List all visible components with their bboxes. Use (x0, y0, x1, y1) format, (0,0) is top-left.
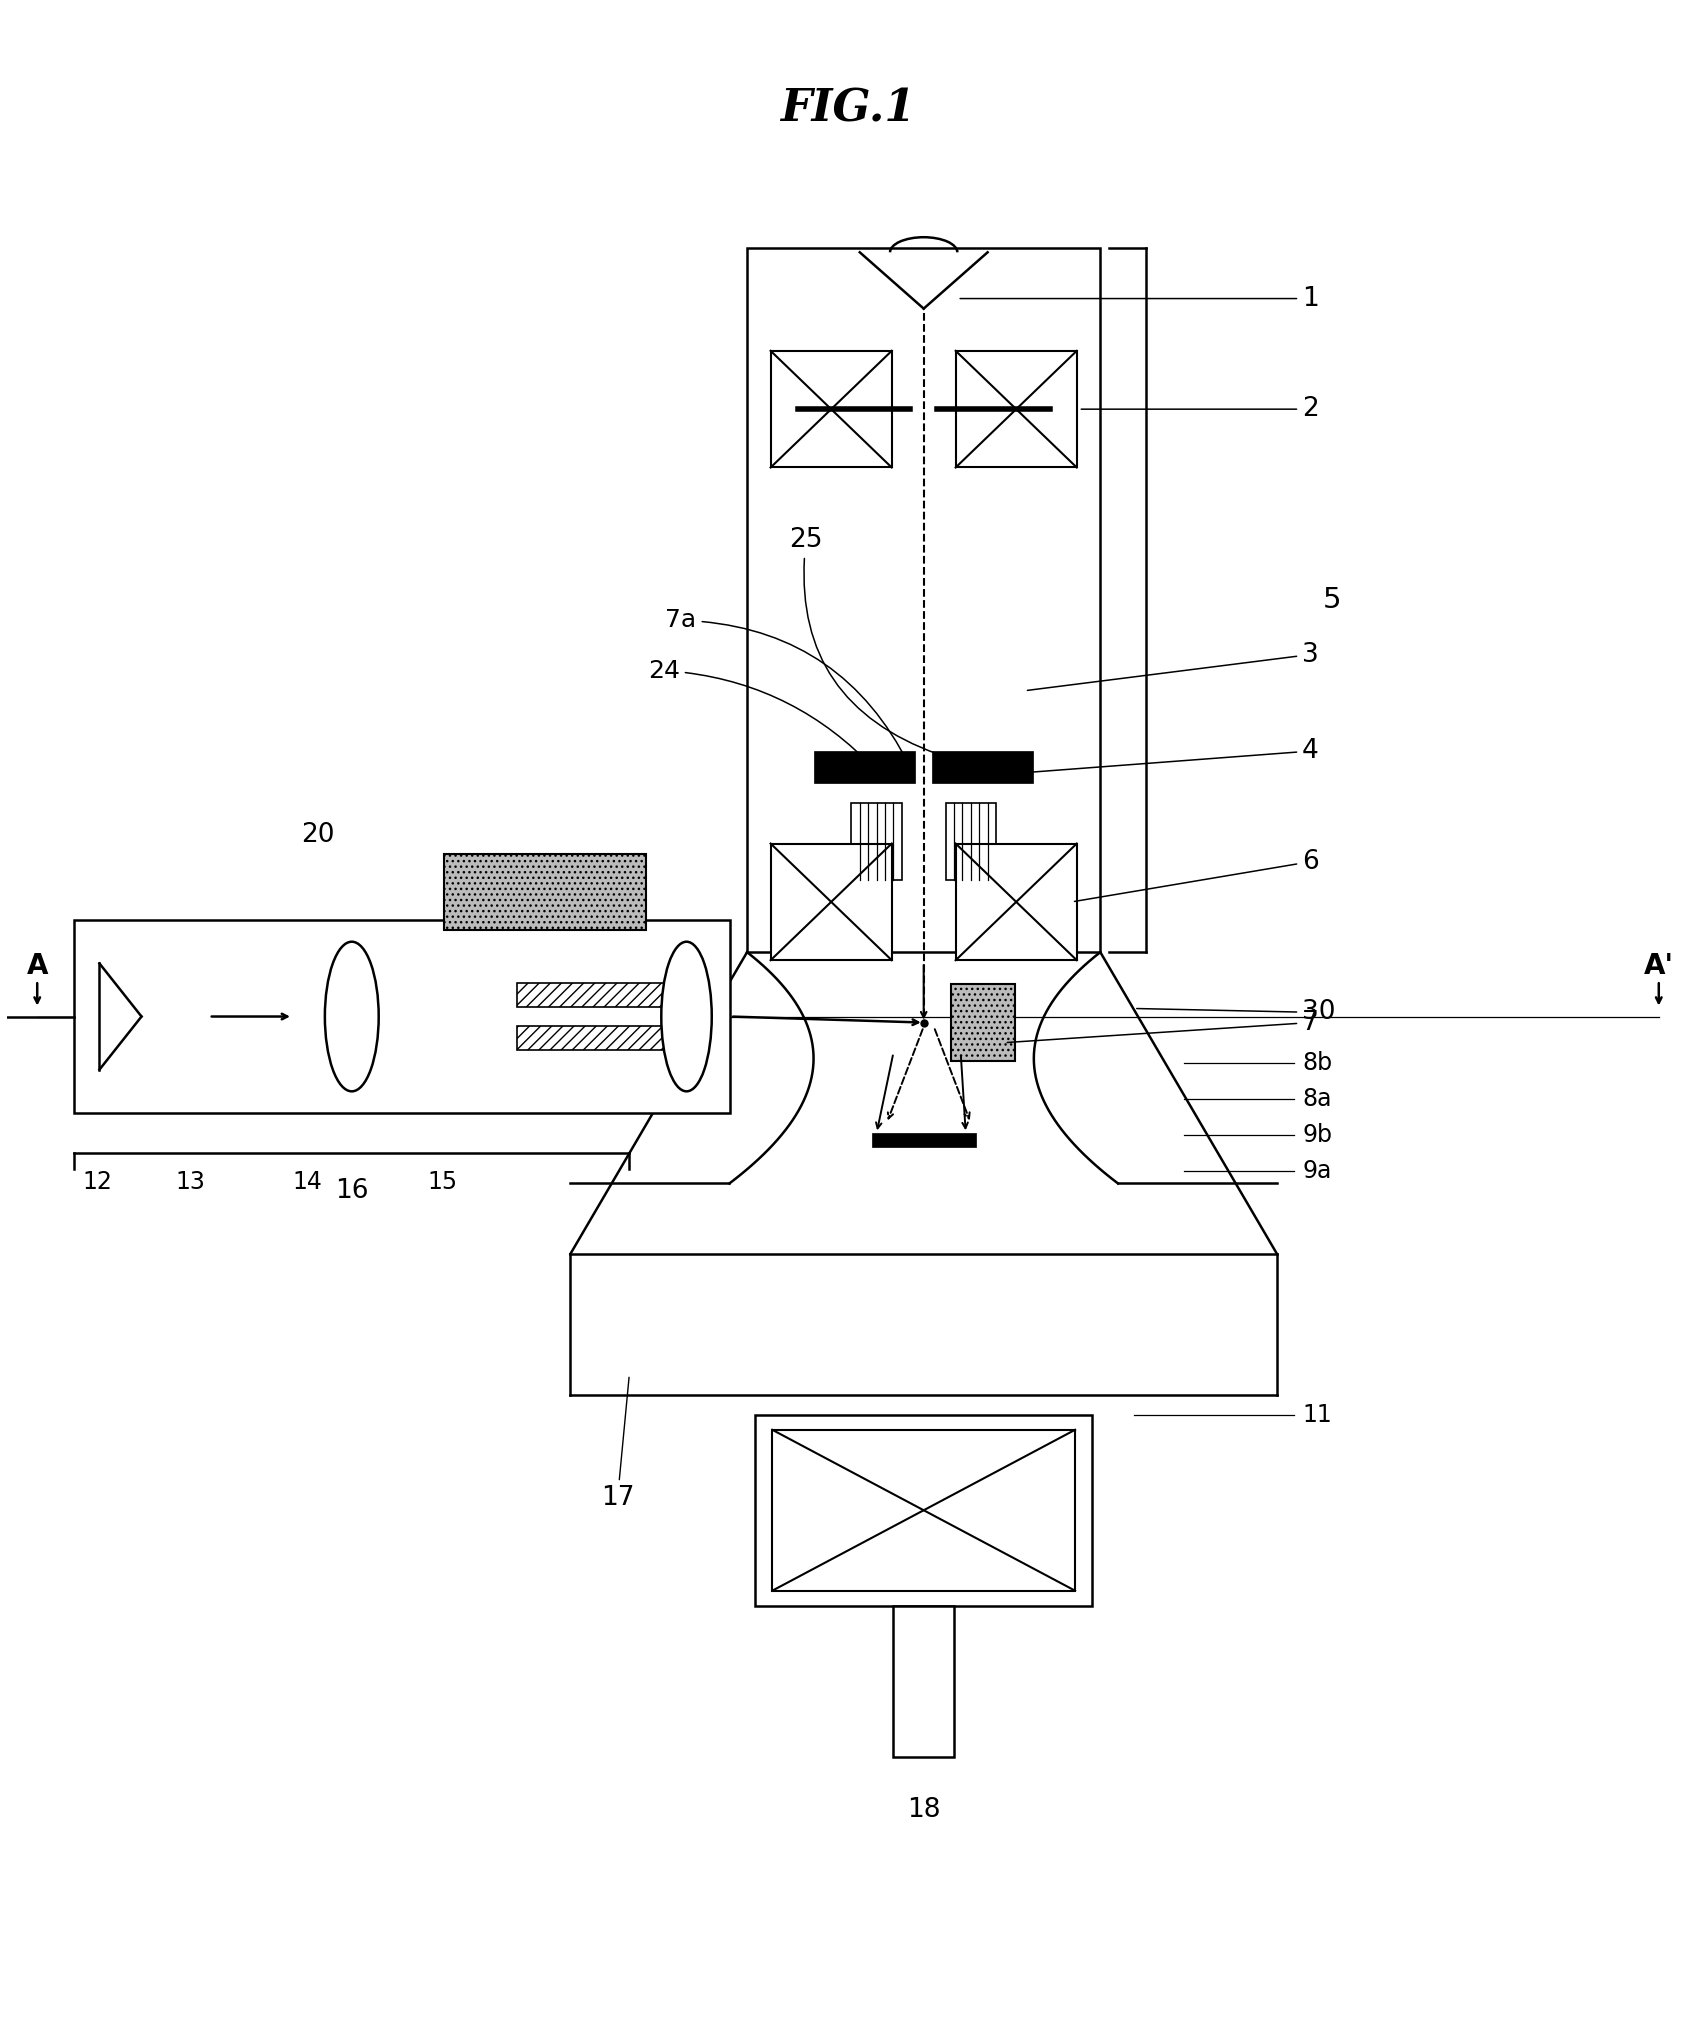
Text: 11: 11 (1303, 1403, 1331, 1428)
Text: 30: 30 (1136, 1000, 1336, 1025)
Bar (772, 1430, 1075, 1592)
Bar (894, 1606, 953, 1756)
Bar (955, 844, 1077, 960)
Text: 5: 5 (1323, 585, 1342, 614)
Bar (951, 984, 1014, 1061)
Text: 14: 14 (293, 1170, 322, 1195)
Text: 7a: 7a (665, 608, 909, 765)
Text: 4: 4 (994, 737, 1319, 776)
Text: 24: 24 (648, 658, 875, 770)
Text: 25: 25 (789, 526, 938, 753)
Bar (770, 350, 892, 468)
Bar (946, 804, 996, 879)
Text: 18: 18 (907, 1796, 941, 1822)
Text: FIG.1: FIG.1 (780, 87, 916, 130)
Bar (444, 855, 646, 929)
Bar (517, 984, 668, 1008)
Text: 9a: 9a (1303, 1160, 1331, 1183)
Text: 20: 20 (302, 822, 334, 848)
Text: 8a: 8a (1303, 1087, 1331, 1112)
Text: 16: 16 (336, 1177, 368, 1203)
Text: 12: 12 (83, 1170, 112, 1195)
Text: 6: 6 (1075, 848, 1319, 901)
Bar (75, 919, 731, 1114)
Ellipse shape (326, 942, 378, 1091)
Text: 17: 17 (600, 1377, 634, 1511)
Text: 2: 2 (1082, 397, 1319, 421)
Ellipse shape (661, 942, 712, 1091)
Text: 8b: 8b (1303, 1051, 1333, 1075)
Bar (933, 751, 1033, 784)
Text: 15: 15 (427, 1170, 458, 1195)
Bar (755, 1415, 1092, 1606)
Text: 1: 1 (960, 286, 1319, 312)
Text: 9b: 9b (1303, 1124, 1331, 1148)
Text: 7: 7 (1007, 1010, 1319, 1043)
Text: A': A' (1643, 952, 1674, 980)
Bar (770, 844, 892, 960)
Bar (814, 751, 916, 784)
Bar (746, 249, 1101, 952)
Text: 13: 13 (175, 1170, 205, 1195)
Bar (955, 350, 1077, 468)
Bar (517, 1025, 668, 1049)
Text: A: A (27, 952, 47, 980)
Bar (851, 804, 902, 879)
Bar (872, 1134, 975, 1148)
Text: 3: 3 (1028, 642, 1319, 691)
